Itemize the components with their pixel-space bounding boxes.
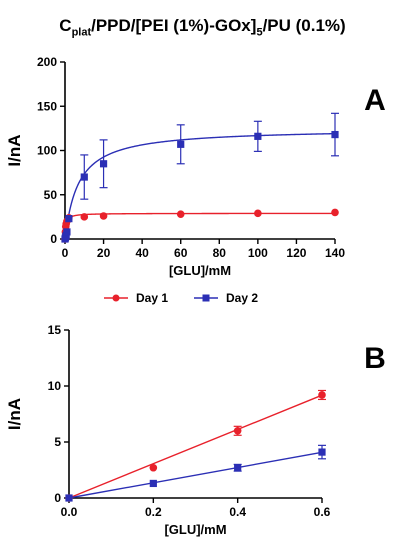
data-point <box>99 212 108 220</box>
data-point <box>318 448 326 456</box>
legend: Day 1 Day 2 <box>104 291 258 305</box>
x-tick-label: 120 <box>286 246 306 260</box>
data-point <box>177 140 185 148</box>
x-axis-label: [GLU]/mM <box>164 522 226 537</box>
title-middle: /PPD/[PEI (1%)-GOx] <box>91 16 257 35</box>
legend-label: Day 2 <box>226 291 258 305</box>
fit-curve <box>64 212 335 240</box>
y-tick-label: 0 <box>54 491 61 505</box>
y-tick-label: 0 <box>50 232 57 246</box>
y-axis-label: I/nA <box>5 134 24 166</box>
panel-a: 0 50 100 150 200 0 20 40 60 80 100 120 140 [GLU]/mM I/… <box>5 55 386 278</box>
legend-marker <box>112 294 120 302</box>
data-point <box>63 228 71 236</box>
data-point <box>254 209 262 218</box>
series-day-2 <box>65 444 326 502</box>
title-subscript-2: 5 <box>256 26 263 39</box>
figure-title: Cplat/PPD/[PEI (1%)-GOx]5/PU (0.1%) <box>0 16 405 38</box>
data-point <box>234 464 242 472</box>
legend-item-day-2: Day 2 <box>194 291 258 305</box>
data-point <box>318 391 326 399</box>
legend-label: Day 1 <box>136 291 168 305</box>
series-day-2 <box>61 112 339 243</box>
data-point <box>233 427 242 435</box>
x-tick-label: 0 <box>62 246 69 260</box>
data-point <box>149 463 158 472</box>
fit-line <box>68 394 323 499</box>
x-tick-label: 60 <box>174 246 188 260</box>
title-subscript: plat <box>71 26 92 39</box>
x-tick-label: 20 <box>97 246 111 260</box>
x-tick-label: 80 <box>213 246 227 260</box>
data-point <box>176 210 185 219</box>
y-tick-label: 15 <box>48 323 62 337</box>
data-point <box>80 213 89 221</box>
data-point <box>65 215 73 223</box>
x-axis-label: [GLU]/mM <box>169 263 231 278</box>
data-point <box>254 132 262 140</box>
data-point <box>331 208 339 217</box>
y-tick-label: 50 <box>44 188 58 202</box>
y-tick-label: 10 <box>48 379 62 393</box>
data-point <box>80 173 88 181</box>
y-tick-label: 200 <box>37 55 57 69</box>
panel-letter: A <box>364 84 386 117</box>
y-tick-label: 5 <box>54 435 61 449</box>
fit-curve <box>64 132 336 240</box>
fit-line <box>68 451 323 499</box>
x-tick-label: 40 <box>135 246 149 260</box>
y-axis-label: I/nA <box>5 398 24 430</box>
title-main: C <box>59 16 72 35</box>
x-tick-label: 100 <box>248 246 268 260</box>
y-tick-label: 150 <box>37 99 57 113</box>
x-tick-label: 0.2 <box>145 505 162 519</box>
data-point <box>149 479 157 488</box>
x-tick-label: 140 <box>325 246 345 260</box>
x-tick-label: 0.4 <box>229 505 246 519</box>
data-point <box>99 160 108 168</box>
title-end: /PU (0.1%) <box>262 16 346 35</box>
panel-b: 0 5 10 15 0.0 0.2 0.4 0.6 [GLU]/mM I/nA B <box>5 323 386 537</box>
panel-letter: B <box>364 342 386 375</box>
data-point <box>331 130 339 139</box>
data-point <box>65 494 73 502</box>
legend-marker <box>202 294 210 302</box>
legend-item-day-1: Day 1 <box>104 291 168 305</box>
x-tick-label: 0.6 <box>314 505 331 519</box>
x-tick-label: 0.0 <box>61 505 78 519</box>
y-tick-label: 100 <box>37 144 57 158</box>
